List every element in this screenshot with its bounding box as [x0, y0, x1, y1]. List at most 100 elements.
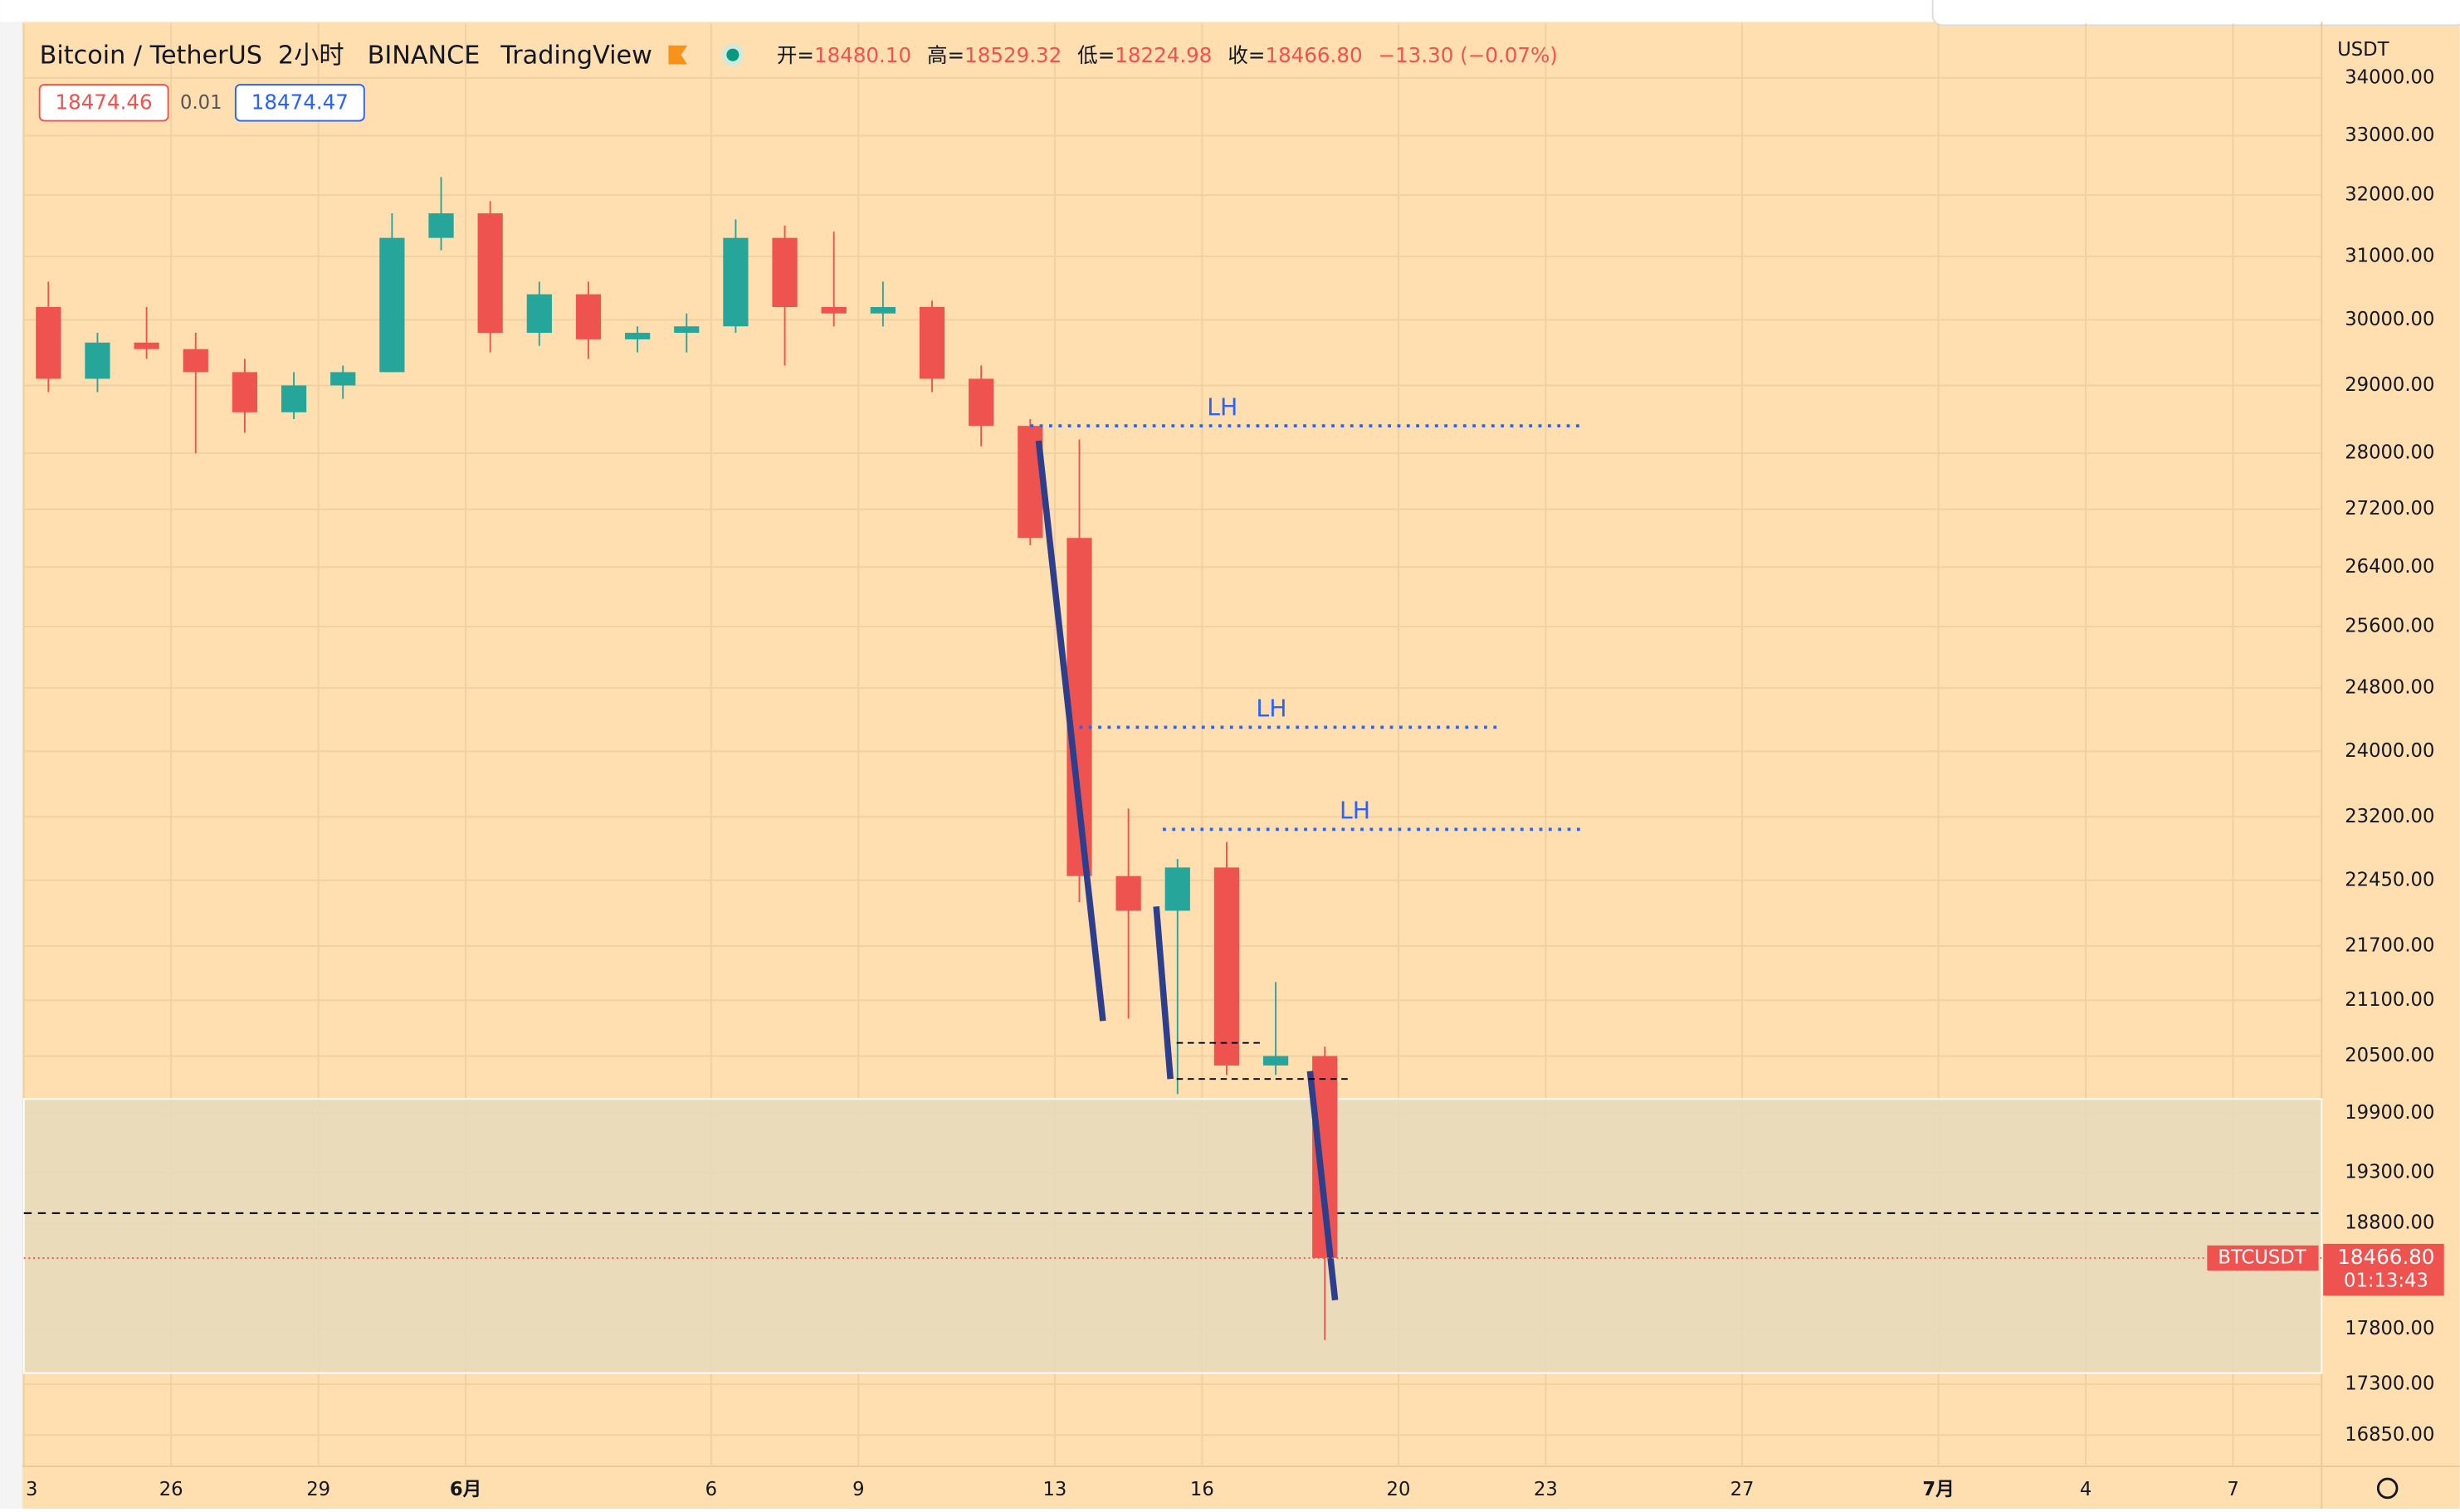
x-tick-label: 13: [1042, 1479, 1066, 1500]
y-tick-label: 21700.00: [2345, 935, 2434, 957]
y-tick-label: 22450.00: [2345, 869, 2434, 890]
candle-body: [821, 306, 847, 314]
y-tick-label: 20500.00: [2345, 1045, 2434, 1066]
ohlc-value: 18529.32: [964, 43, 1062, 67]
ohlc-label: 高=: [927, 43, 964, 67]
candle-body: [1262, 1056, 1289, 1066]
candle-body: [575, 294, 602, 339]
lh-label: LH: [1256, 695, 1286, 723]
x-tick-label: 29: [306, 1479, 330, 1500]
candle-body: [85, 342, 110, 379]
change: −13.30 (−0.07%): [1378, 43, 1557, 67]
ask[interactable]: 18474.47: [251, 90, 349, 115]
y-tick-label: 25600.00: [2345, 615, 2434, 637]
candle-body: [428, 213, 454, 238]
candle-body: [330, 372, 356, 386]
y-tick-label: 19900.00: [2345, 1102, 2434, 1124]
trend-drawing: [1035, 440, 1106, 1022]
y-tick-label: 30000.00: [2345, 309, 2434, 330]
y-tick-label: 24800.00: [2345, 676, 2434, 698]
y-tick-label: 34000.00: [2345, 66, 2434, 88]
symbol: Bitcoin / TetherUS: [40, 41, 262, 71]
x-tick-label: 3: [26, 1479, 37, 1500]
overlay: 34000.00 33000.00 32000.00 31000.00 30000.00…: [23, 66, 2444, 1500]
y-tick-label: 28000.00: [2345, 442, 2434, 464]
zone-layer: [22, 1098, 2323, 1374]
x-tick-label: 7: [2227, 1479, 2238, 1500]
candle-body: [870, 306, 896, 314]
candle-body: [36, 306, 61, 379]
symbol-tag: [2207, 1245, 2319, 1271]
x-tick-label: 6: [705, 1479, 717, 1500]
currency[interactable]: USDT: [2337, 39, 2389, 61]
candle-body: [723, 237, 749, 327]
price-tag: [2323, 1243, 2444, 1296]
candle-body: [379, 237, 405, 373]
y-tick-label: 24000.00: [2345, 740, 2434, 762]
ohlc: 开= 18480.10 高= 18529.32 低= 18224.98 收= 18466.80…: [777, 43, 1558, 67]
ask-box[interactable]: [234, 84, 365, 122]
countdown: 01:13:43: [2344, 1271, 2428, 1292]
x-tick-label: 20: [1387, 1479, 1411, 1500]
settings-icon[interactable]: [2376, 1477, 2399, 1500]
y-tick-label: 26400.00: [2345, 556, 2434, 578]
y-tick-label: 16850.00: [2345, 1424, 2434, 1446]
y-tick-label: 29000.00: [2345, 374, 2434, 396]
exchange: BINANCE: [368, 41, 481, 71]
left-toolbar: [0, 0, 22, 1509]
flag-icon[interactable]: [668, 45, 688, 65]
candle-body: [232, 372, 258, 412]
candle-body: [183, 349, 208, 373]
trend-drawing: [1306, 1071, 1339, 1301]
y-tick-label: 32000.00: [2345, 184, 2434, 206]
candle-body: [625, 333, 651, 339]
ohlc-label: 开=: [777, 43, 814, 67]
ohlc-label: 收=: [1228, 43, 1265, 67]
spread: 0.01: [180, 92, 222, 114]
status-dot: [726, 48, 739, 61]
candle-body: [477, 213, 503, 334]
x-tick-label: 16: [1190, 1479, 1214, 1500]
drawing-toolbar[interactable]: [1931, 0, 2460, 27]
y-tick-label: 23200.00: [2345, 806, 2434, 827]
x-tick-label: 4: [2080, 1479, 2091, 1500]
candle-body: [526, 294, 552, 334]
candle-body: [1164, 867, 1190, 911]
source: TradingView: [500, 41, 652, 71]
x-tick-label: 26: [159, 1479, 183, 1500]
candle-body: [1213, 867, 1240, 1066]
y-tick-label: 19300.00: [2345, 1162, 2434, 1183]
y-tick-label: 17800.00: [2345, 1318, 2434, 1339]
y-tick-label: 17300.00: [2345, 1373, 2434, 1394]
candle-body: [969, 378, 994, 427]
candle-body: [1115, 875, 1141, 911]
lh-label: LH: [1207, 393, 1237, 421]
bid-box[interactable]: [38, 84, 169, 122]
candle-body: [772, 237, 798, 307]
lh-label: LH: [1340, 797, 1370, 825]
ohlc-value: 18466.80: [1265, 43, 1362, 67]
x-tick-label: 7月: [1922, 1479, 1954, 1500]
trend-drawing: [1153, 906, 1174, 1080]
candle-body: [674, 326, 700, 334]
zone: [22, 1098, 2323, 1374]
ohlc-value: 18224.98: [1115, 43, 1212, 67]
x-tick-label: 6月: [450, 1479, 481, 1500]
bid[interactable]: 18474.46: [56, 90, 153, 115]
x-tick-label: 9: [852, 1479, 864, 1500]
candle-body: [919, 306, 945, 379]
symbol-tag-label: BTCUSDT: [2218, 1246, 2306, 1268]
price-tag-label: 18466.80: [2337, 1245, 2434, 1269]
y-tick-label: 21100.00: [2345, 989, 2434, 1011]
ohlc-label: 低=: [1077, 43, 1115, 67]
candle-body: [281, 385, 307, 412]
y-tick-label: 33000.00: [2345, 124, 2434, 146]
y-tick-label: 18800.00: [2345, 1212, 2434, 1234]
x-tick-label: 23: [1534, 1479, 1558, 1500]
candle-body: [134, 342, 159, 349]
interval[interactable]: 2小时: [278, 41, 344, 71]
y-tick-label: 31000.00: [2345, 246, 2434, 267]
x-tick-label: 27: [1730, 1479, 1755, 1500]
